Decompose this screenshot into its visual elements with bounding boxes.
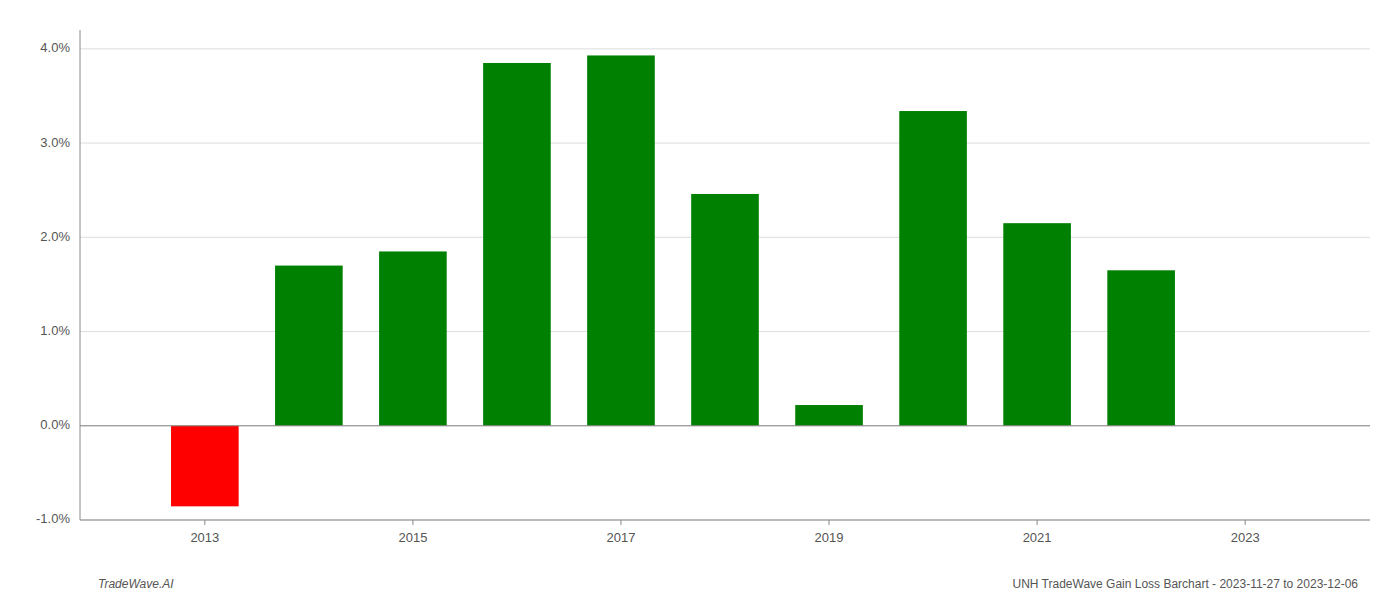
chart-container: -1.0%0.0%1.0%2.0%3.0%4.0%201320152017201…: [0, 0, 1400, 600]
bar: [795, 405, 863, 426]
bar: [899, 111, 967, 426]
chart-svg: -1.0%0.0%1.0%2.0%3.0%4.0%201320152017201…: [0, 0, 1400, 600]
x-tick: [829, 520, 830, 525]
bar: [483, 63, 551, 426]
y-tick-label: 1.0%: [40, 323, 70, 338]
bar: [1107, 270, 1175, 425]
y-tick-labels: -1.0% 0.0% 1.0% 2.0% 3.0% 4.0%: [36, 40, 70, 526]
y-axis-line: [80, 30, 81, 520]
bar: [691, 194, 759, 426]
x-tick-label: 2013: [190, 530, 219, 545]
y-tick-label: 0.0%: [40, 417, 70, 432]
footer-left: TradeWave.AI: [98, 577, 174, 591]
bar: [587, 55, 655, 425]
x-tick: [1245, 520, 1246, 525]
grid-line: [80, 425, 1370, 426]
bars: [171, 55, 1175, 506]
x-tick: [412, 520, 413, 525]
bar: [171, 426, 239, 507]
grid-line: [80, 48, 1370, 49]
bar: [379, 251, 447, 425]
x-tick-label: 2023: [1231, 530, 1260, 545]
x-tick-label: 2021: [1023, 530, 1052, 545]
x-tick-label: 2017: [607, 530, 636, 545]
x-tick-label: 2019: [815, 530, 844, 545]
bar: [275, 266, 343, 426]
y-tick-label: 3.0%: [40, 135, 70, 150]
x-tick-labels: 2013 2015 2017 2019 2021 2023: [190, 520, 1259, 545]
footer-right: UNH TradeWave Gain Loss Barchart - 2023-…: [1012, 577, 1358, 591]
x-tick: [204, 520, 205, 525]
bar: [1003, 223, 1071, 426]
grid-line: [80, 520, 1370, 521]
y-tick-label: 4.0%: [40, 40, 70, 55]
x-tick: [1037, 520, 1038, 525]
y-tick-label: 2.0%: [40, 229, 70, 244]
x-tick: [620, 520, 621, 525]
grid-line: [80, 143, 1370, 144]
x-axis-line: [80, 520, 1370, 521]
zero-line: [80, 425, 1370, 426]
y-grid: [80, 49, 1370, 520]
y-tick-label: -1.0%: [36, 511, 70, 526]
x-tick-label: 2015: [398, 530, 427, 545]
